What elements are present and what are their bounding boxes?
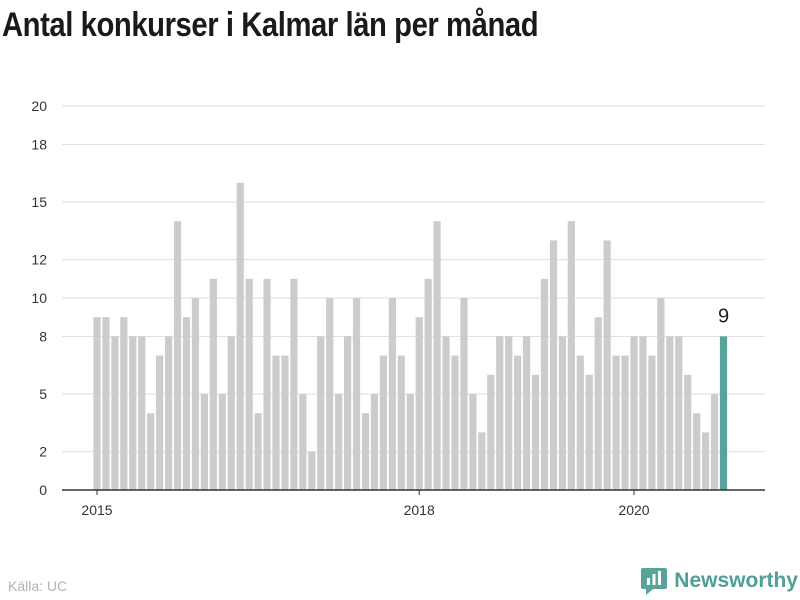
bar	[290, 278, 298, 490]
y-tick-label: 10	[31, 290, 47, 306]
bar	[460, 298, 468, 490]
data-labels: 9	[718, 305, 729, 327]
bar	[272, 355, 280, 490]
bar	[344, 336, 352, 490]
bar	[594, 317, 602, 490]
brand-logo: Newsworthy	[640, 566, 798, 596]
bar	[523, 336, 531, 490]
bar	[245, 278, 253, 490]
bar	[478, 432, 486, 490]
bar	[370, 394, 379, 490]
bar	[487, 374, 495, 490]
y-tick-label: 15	[31, 194, 47, 210]
data-label: 9	[718, 305, 729, 327]
y-tick-label: 5	[39, 386, 47, 402]
source-note: Källa: UC	[8, 578, 68, 594]
bar	[335, 394, 343, 490]
bar	[442, 336, 450, 490]
y-tick-label: 8	[39, 328, 47, 344]
bar	[693, 413, 701, 490]
bar	[263, 278, 271, 490]
bar	[469, 394, 477, 490]
bar	[299, 394, 307, 490]
bar	[406, 394, 414, 490]
bar	[558, 336, 566, 490]
bar	[182, 317, 191, 490]
bar	[379, 355, 387, 490]
bar	[630, 336, 638, 490]
brand-name: Newsworthy	[674, 569, 798, 592]
bar	[540, 278, 549, 490]
bar	[549, 240, 558, 490]
bar	[657, 298, 665, 490]
bar	[236, 182, 244, 491]
bar	[129, 336, 137, 490]
bar	[505, 336, 513, 490]
bar	[138, 336, 146, 490]
y-axis-ticks: 0 2 5 8 10 12 15 18 20	[31, 98, 47, 498]
bar	[424, 278, 432, 490]
bar	[648, 355, 656, 490]
chart-title: Antal konkurser i Kalmar län per månad	[2, 6, 539, 44]
bar	[576, 355, 584, 490]
bar	[173, 221, 182, 490]
bar	[433, 221, 441, 490]
bar	[496, 336, 504, 490]
bars	[93, 182, 728, 491]
bar	[531, 374, 540, 490]
bar	[567, 221, 575, 490]
bar	[120, 317, 128, 490]
bar	[326, 298, 334, 490]
y-tick-label: 0	[39, 482, 47, 498]
bar	[397, 355, 405, 490]
bar	[603, 240, 611, 490]
bar	[451, 355, 459, 490]
bar	[93, 317, 101, 490]
bar	[415, 317, 423, 490]
bar	[388, 298, 396, 490]
y-tick-label: 12	[31, 252, 47, 268]
bar	[317, 336, 325, 490]
bar	[702, 432, 710, 490]
bar	[209, 278, 217, 490]
bar	[684, 374, 692, 490]
bar	[612, 355, 620, 490]
bar	[218, 394, 226, 490]
bar	[585, 374, 593, 490]
bar	[710, 394, 719, 490]
x-tick-label: 2018	[404, 502, 435, 518]
newsworthy-logo-icon	[641, 568, 668, 595]
bar	[308, 451, 316, 490]
bar	[147, 413, 155, 490]
bar	[361, 413, 370, 490]
bar	[639, 336, 647, 490]
bar	[254, 413, 262, 490]
bar	[165, 336, 173, 490]
bar	[200, 394, 208, 490]
bar	[621, 355, 629, 490]
bar	[666, 336, 674, 490]
bar	[111, 336, 119, 490]
bar	[156, 355, 164, 490]
x-tick-label: 2015	[81, 502, 112, 518]
bar	[227, 336, 235, 490]
bar	[675, 336, 683, 490]
x-tick-label: 2020	[618, 502, 649, 518]
y-tick-label: 20	[31, 98, 47, 114]
bar	[191, 298, 200, 490]
bar	[352, 298, 361, 490]
bar	[102, 317, 110, 490]
x-axis-ticks: 2015 2018 2020	[81, 490, 650, 518]
bar	[281, 355, 289, 490]
y-tick-label: 18	[31, 136, 47, 152]
bar-highlight	[719, 336, 728, 490]
y-tick-label: 2	[39, 444, 47, 460]
bar	[514, 355, 522, 490]
